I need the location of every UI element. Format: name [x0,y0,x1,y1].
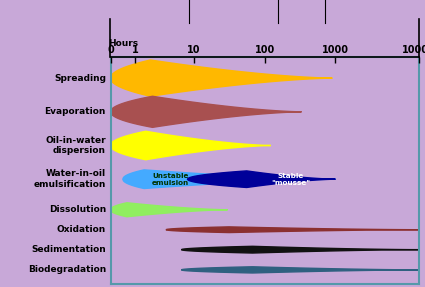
Polygon shape [181,267,419,273]
Text: Biodegradation: Biodegradation [28,265,106,274]
Polygon shape [110,96,302,127]
Polygon shape [123,170,335,189]
Text: Water-in-oil
emulsification: Water-in-oil emulsification [34,170,106,189]
Text: Spreading: Spreading [54,74,106,83]
Polygon shape [166,227,419,232]
Text: Unstable
emulsion: Unstable emulsion [152,173,189,186]
Text: Evaporation: Evaporation [45,107,106,116]
Text: Oxidation: Oxidation [57,225,106,234]
Polygon shape [187,171,335,187]
Polygon shape [110,131,271,160]
Text: Stable
"mousse": Stable "mousse" [271,173,310,186]
Polygon shape [181,246,419,253]
Text: Dissolution: Dissolution [48,205,106,214]
Text: Sedimentation: Sedimentation [31,245,106,254]
Polygon shape [110,60,332,96]
Polygon shape [110,203,228,217]
Text: Hours: Hours [108,39,138,48]
Text: Oil-in-water
dispersion: Oil-in-water dispersion [45,136,106,155]
